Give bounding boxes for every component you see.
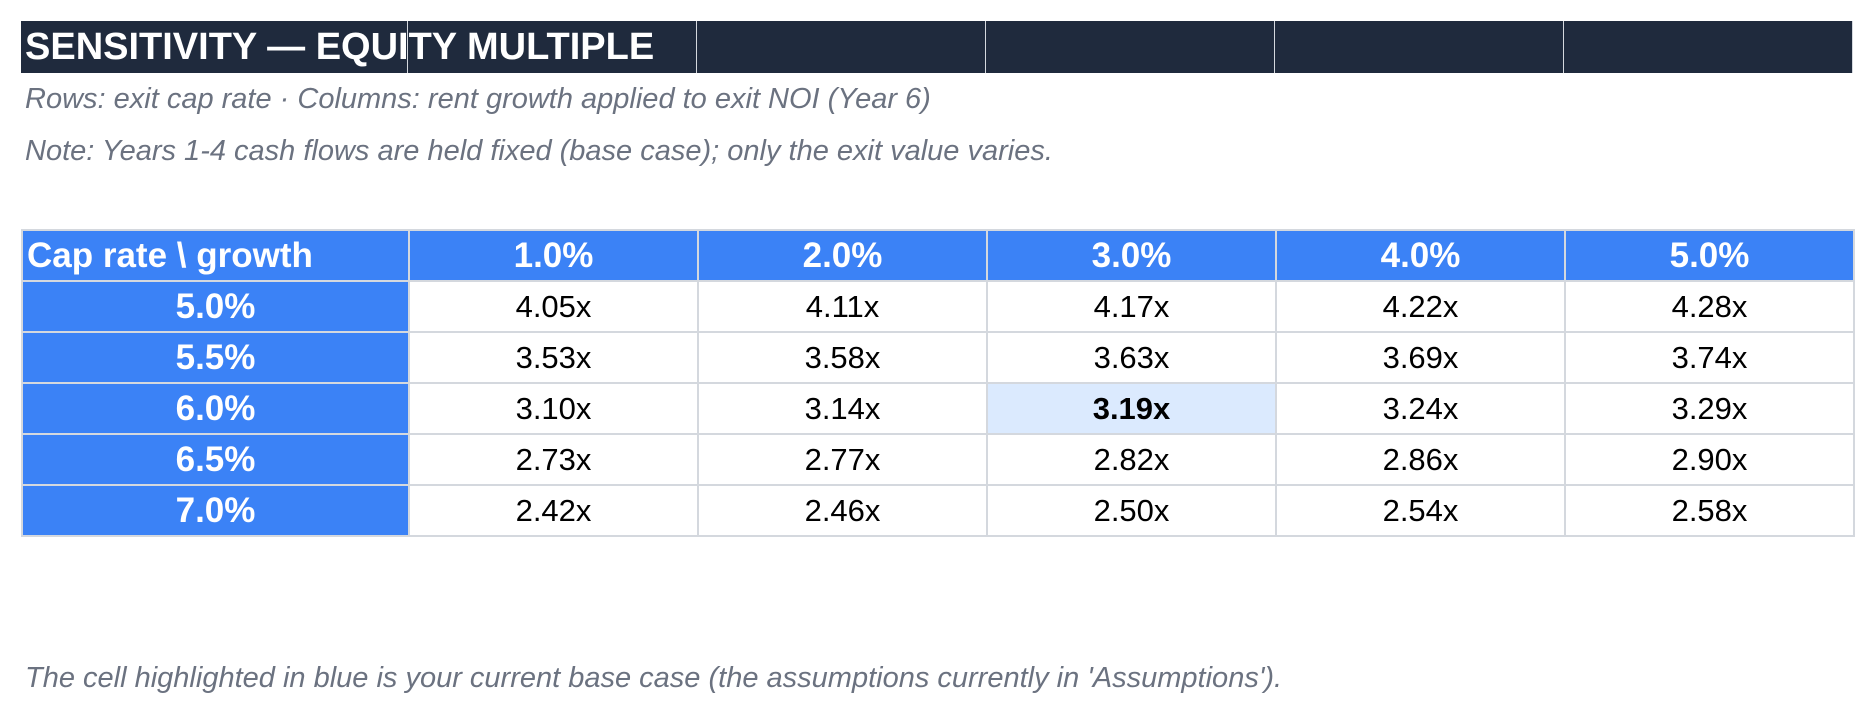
multiple-cell[interactable]: 3.58x bbox=[697, 331, 988, 384]
multiple-cell[interactable]: 4.17x bbox=[986, 280, 1277, 333]
corner-header-cell[interactable]: Cap rate \ growth bbox=[21, 229, 410, 282]
multiple-cell[interactable]: 3.74x bbox=[1564, 331, 1855, 384]
table-row: 6.5% 2.73x 2.77x 2.82x 2.86x 2.90x bbox=[21, 433, 1855, 486]
multiple-cell[interactable]: 2.50x bbox=[986, 484, 1277, 537]
table-row: 5.0% 4.05x 4.11x 4.17x 4.22x 4.28x bbox=[21, 280, 1855, 333]
multiple-cell[interactable]: 2.77x bbox=[697, 433, 988, 486]
cap-rate-header-cell[interactable]: 6.0% bbox=[21, 382, 410, 435]
multiple-cell[interactable]: 2.46x bbox=[697, 484, 988, 537]
blank-row bbox=[21, 177, 1853, 229]
title-cell[interactable] bbox=[1275, 21, 1564, 73]
sheet-title: SENSITIVITY — EQUITY MULTIPLE bbox=[25, 26, 655, 68]
multiple-cell[interactable]: 2.58x bbox=[1564, 484, 1855, 537]
multiple-cell[interactable]: 2.42x bbox=[408, 484, 699, 537]
multiple-cell[interactable]: 2.82x bbox=[986, 433, 1277, 486]
sensitivity-table: Cap rate \ growth 1.0% 2.0% 3.0% 4.0% 5.0% 5.0… bbox=[21, 229, 1855, 537]
multiple-cell[interactable]: 3.53x bbox=[408, 331, 699, 384]
cap-rate-header-cell[interactable]: 6.5% bbox=[21, 433, 410, 486]
multiple-cell[interactable]: 3.63x bbox=[986, 331, 1277, 384]
title-cell[interactable] bbox=[1564, 21, 1853, 73]
multiple-cell[interactable]: 4.28x bbox=[1564, 280, 1855, 333]
growth-header-cell[interactable]: 5.0% bbox=[1564, 229, 1855, 282]
cap-rate-header-cell[interactable]: 5.0% bbox=[21, 280, 410, 333]
multiple-cell[interactable]: 2.90x bbox=[1564, 433, 1855, 486]
multiple-cell[interactable]: 3.29x bbox=[1564, 382, 1855, 435]
header-row: Cap rate \ growth 1.0% 2.0% 3.0% 4.0% 5.0% bbox=[21, 229, 1855, 282]
multiple-cell[interactable]: 4.05x bbox=[408, 280, 699, 333]
multiple-cell[interactable]: 2.73x bbox=[408, 433, 699, 486]
growth-header-cell[interactable]: 4.0% bbox=[1275, 229, 1566, 282]
growth-header-cell[interactable]: 1.0% bbox=[408, 229, 699, 282]
title-cell[interactable] bbox=[697, 21, 986, 73]
multiple-cell[interactable]: 4.22x bbox=[1275, 280, 1566, 333]
title-cell[interactable] bbox=[21, 21, 408, 73]
cap-rate-header-cell[interactable]: 5.5% bbox=[21, 331, 410, 384]
title-bar: SENSITIVITY — EQUITY MULTIPLE bbox=[21, 21, 1853, 73]
axes-note: Rows: exit cap rate · Columns: rent grow… bbox=[25, 83, 931, 115]
multiple-cell[interactable]: 3.24x bbox=[1275, 382, 1566, 435]
title-cell[interactable] bbox=[408, 21, 697, 73]
multiple-cell[interactable]: 3.69x bbox=[1275, 331, 1566, 384]
multiple-cell[interactable]: 4.11x bbox=[697, 280, 988, 333]
cap-rate-header-cell[interactable]: 7.0% bbox=[21, 484, 410, 537]
base-case-footnote: The cell highlighted in blue is your cur… bbox=[25, 662, 1283, 694]
multiple-cell[interactable]: 3.14x bbox=[697, 382, 988, 435]
fixed-cashflow-note: Note: Years 1-4 cash flows are held fixe… bbox=[25, 135, 1053, 167]
growth-header-cell[interactable]: 2.0% bbox=[697, 229, 988, 282]
table-row: 7.0% 2.42x 2.46x 2.50x 2.54x 2.58x bbox=[21, 484, 1855, 537]
sensitivity-sheet: SENSITIVITY — EQUITY MULTIPLE Rows: exit… bbox=[21, 21, 1855, 537]
table-row: 6.0% 3.10x 3.14x 3.19x 3.24x 3.29x bbox=[21, 382, 1855, 435]
table-row: 5.5% 3.53x 3.58x 3.63x 3.69x 3.74x bbox=[21, 331, 1855, 384]
multiple-cell[interactable]: 2.86x bbox=[1275, 433, 1566, 486]
title-cell[interactable] bbox=[986, 21, 1275, 73]
multiple-cell[interactable]: 3.10x bbox=[408, 382, 699, 435]
base-case-cell[interactable]: 3.19x bbox=[986, 382, 1277, 435]
growth-header-cell[interactable]: 3.0% bbox=[986, 229, 1277, 282]
multiple-cell[interactable]: 2.54x bbox=[1275, 484, 1566, 537]
